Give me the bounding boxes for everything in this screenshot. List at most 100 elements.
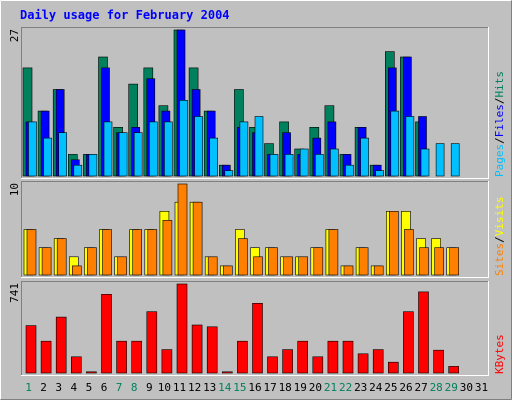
kbytes-bar-day-15 [237, 340, 248, 374]
kbytes-bar-day-22 [342, 340, 354, 374]
sites-bar-day-12 [192, 201, 203, 276]
kbytes-bar-day-3 [55, 316, 67, 374]
day-label-24: 24 [369, 381, 383, 394]
sites-bar-day-19 [298, 256, 309, 276]
sites-bar-day-18 [283, 256, 293, 276]
kbytes-bar-day-8 [131, 340, 142, 374]
pages-bar-day-6 [103, 121, 113, 177]
kbytes-bar-day-1 [25, 325, 37, 374]
kbytes-bar-day-25 [387, 361, 399, 374]
legend-hits: Hits [493, 71, 506, 98]
pages-bar-day-8 [133, 132, 143, 177]
day-label-10: 10 [158, 381, 171, 394]
kbytes-bar-day-24 [372, 349, 384, 374]
sites-bar-day-13 [207, 256, 218, 276]
kbytes-bar-day-10 [161, 349, 173, 374]
legend-pages: Pages [493, 144, 506, 177]
pages-bar-day-28 [435, 143, 445, 177]
day-axis-labels: 1 2 3 4 5 6 7 8 9 10 11 12 13 14 15 16 17 18 19 20 21 22 23 24 2… [25, 381, 488, 394]
legend-visits: Visits [493, 197, 506, 237]
pages-bar-day-21 [330, 148, 339, 177]
sites-bar-day-2 [41, 247, 52, 276]
panel-kbytes: 741 KBytes [8, 281, 506, 376]
day-label-14: 14 [218, 381, 232, 394]
day-label-21: 21 [324, 381, 337, 394]
day-label-30: 30 [460, 381, 473, 394]
pages-bar-day-19 [299, 148, 309, 177]
kbytes-bar-day-20 [312, 356, 324, 374]
sites-bar-day-25 [388, 211, 399, 276]
sites-bar-day-6 [102, 229, 112, 276]
day-label-5: 5 [86, 381, 93, 394]
sites-bar-day-27 [419, 247, 429, 276]
sites-bar-day-29 [449, 247, 460, 276]
legend-separator: / [493, 137, 506, 144]
kbytes-bar-day-13 [206, 326, 218, 374]
kbytes-bar-day-9 [146, 311, 158, 374]
legend-sites: Sites [493, 243, 506, 276]
sites-bar-day-23 [358, 247, 369, 276]
panel-kbytes-max-label: 741 [8, 283, 21, 303]
day-label-22: 22 [339, 381, 352, 394]
sites-bar-day-14 [223, 265, 233, 276]
sites-bar-day-21 [328, 229, 339, 276]
sites-bar-day-26 [404, 229, 414, 276]
pages-bar-day-10 [164, 121, 173, 177]
day-label-4: 4 [70, 381, 77, 394]
day-label-2: 2 [40, 381, 47, 394]
sites-bar-day-16 [253, 256, 263, 276]
sites-bar-day-4 [72, 265, 82, 276]
sites-bar-day-15 [238, 238, 248, 276]
pages-bar-day-9 [149, 121, 158, 177]
sites-bar-day-9 [147, 229, 158, 276]
pages-bar-day-24 [375, 170, 385, 177]
panel-hits-files-pages-max-label: 27 [8, 29, 21, 42]
sites-bar-day-8 [132, 229, 142, 276]
pages-bar-day-27 [420, 148, 430, 177]
kbytes-bar-day-4 [71, 356, 82, 374]
day-label-1: 1 [25, 381, 32, 394]
pages-bar-day-3 [58, 132, 68, 177]
pages-bar-day-16 [254, 116, 264, 177]
pages-bar-day-26 [405, 116, 415, 177]
panel-hits-files-pages-legend: Pages/Files/Hits [493, 71, 506, 177]
day-label-31: 31 [475, 381, 488, 394]
pages-bar-day-18 [284, 154, 294, 177]
day-label-9: 9 [146, 381, 153, 394]
sites-bar-day-17 [268, 247, 278, 276]
day-label-15: 15 [233, 381, 246, 394]
pages-bar-day-4 [73, 164, 83, 177]
kbytes-bar-day-6 [101, 293, 112, 374]
legend-separator: / [493, 236, 506, 243]
kbytes-bar-day-28 [433, 349, 444, 374]
sites-bar-day-11 [177, 183, 188, 276]
sites-bar-day-10 [162, 220, 173, 276]
pages-bar-day-7 [118, 132, 128, 177]
sites-bar-day-5 [87, 247, 97, 276]
day-label-19: 19 [294, 381, 307, 394]
kbytes-bar-day-17 [267, 356, 278, 374]
day-label-20: 20 [309, 381, 322, 394]
pages-bar-day-14 [224, 170, 234, 177]
kbytes-bar-day-14 [222, 371, 233, 374]
kbytes-bar-day-2 [40, 340, 52, 374]
pages-bar-day-25 [390, 110, 400, 177]
pages-bar-day-23 [360, 137, 369, 177]
panel-visits-sites-legend: Sites/Visits [493, 197, 506, 277]
kbytes-bar-day-16 [252, 302, 263, 374]
kbytes-bar-day-27 [418, 291, 429, 374]
chart-title: Daily usage for February 2004 [20, 8, 230, 22]
pages-bar-day-15 [239, 121, 249, 177]
day-label-6: 6 [101, 381, 108, 394]
day-label-28: 28 [430, 381, 443, 394]
sites-bar-day-20 [313, 247, 324, 276]
day-label-8: 8 [131, 381, 138, 394]
day-label-7: 7 [116, 381, 123, 394]
kbytes-bar-day-19 [297, 340, 309, 374]
sites-bar-day-22 [343, 265, 354, 276]
day-label-12: 12 [188, 381, 201, 394]
pages-bar-day-20 [314, 154, 324, 177]
pages-bar-day-22 [345, 164, 354, 177]
kbytes-bar-day-23 [357, 353, 369, 374]
